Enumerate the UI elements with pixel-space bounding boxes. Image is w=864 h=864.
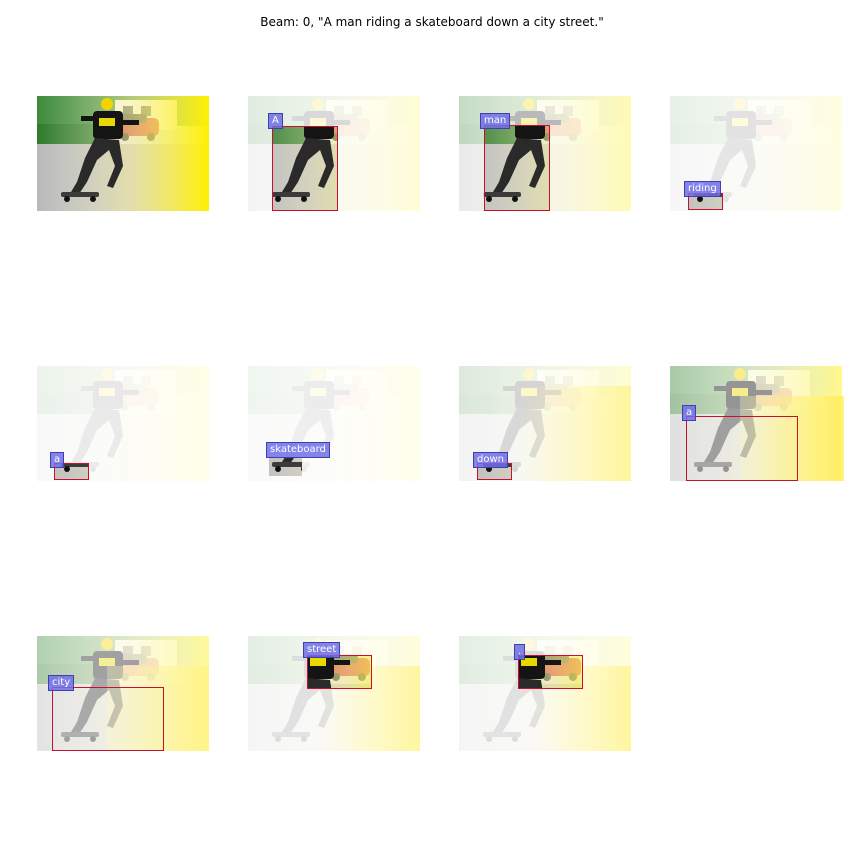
attention-panel-2: man [459,96,631,211]
attention-box [686,416,798,481]
attention-image [670,366,844,481]
attention-panel-1: A [248,96,420,211]
attention-panel-10: . [459,636,631,751]
word-label: a [682,405,697,421]
attention-image [37,636,209,751]
attention-panel-7: a [670,366,844,481]
word-label: . [514,644,526,660]
attention-panel-9: street [248,636,420,751]
attention-image [37,366,209,481]
attention-box [54,463,89,480]
attention-box [518,655,583,689]
attention-panel-4: a [37,366,209,481]
figure-title: Beam: 0, "A man riding a skateboard down… [260,15,604,29]
attention-box [484,125,550,211]
attention-box [307,655,372,689]
attention-panel-6: down [459,366,631,481]
attention-heat [519,386,631,481]
attention-panel-8: city [37,636,209,751]
attention-image [459,636,631,751]
original-image [37,96,209,211]
word-label: city [48,675,75,691]
word-label: skateboard [266,442,330,458]
attention-heat [107,666,209,751]
word-label: down [473,452,508,468]
original-image-panel [37,96,209,211]
attention-highlight [269,457,302,476]
attention-image [248,366,420,481]
attention-mask [37,366,209,481]
word-label: A [268,113,283,129]
word-label: a [50,452,65,468]
attention-box [52,687,164,751]
word-label: riding [684,181,721,197]
attention-panel-5: skateboard [248,366,420,481]
attention-box [272,126,338,211]
attention-image [459,366,631,481]
attention-panel-3: riding [670,96,842,211]
word-label: street [303,642,341,658]
attention-heat [740,396,844,481]
word-label: man [480,113,511,129]
